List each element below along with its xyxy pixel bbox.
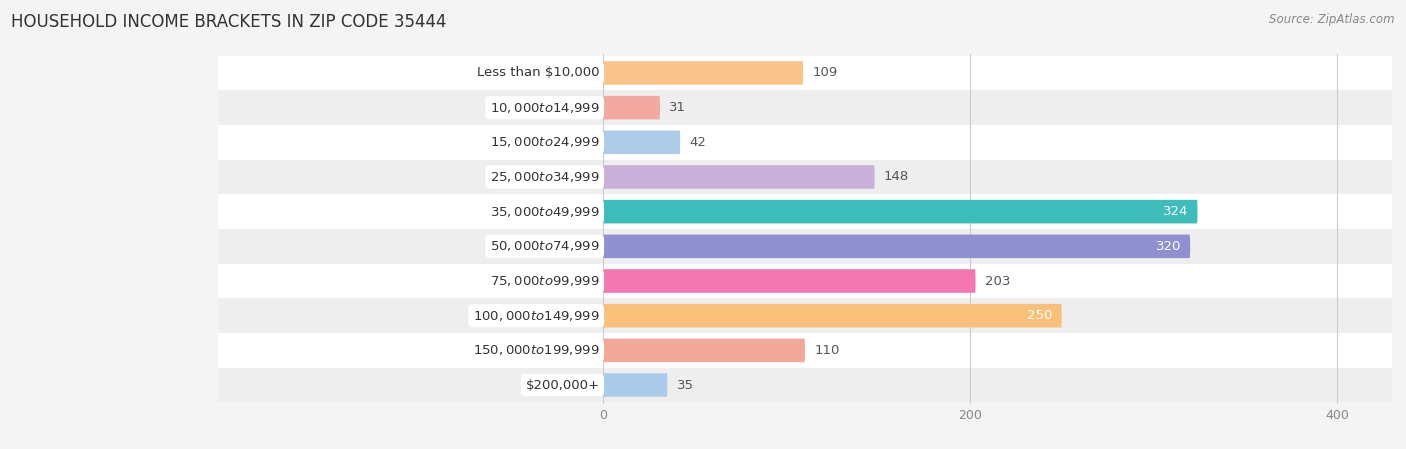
Text: Source: ZipAtlas.com: Source: ZipAtlas.com: [1270, 13, 1395, 26]
Text: $50,000 to $74,999: $50,000 to $74,999: [489, 239, 599, 253]
FancyBboxPatch shape: [603, 373, 668, 397]
Bar: [218, 333, 1392, 368]
Text: 31: 31: [669, 101, 686, 114]
FancyBboxPatch shape: [603, 96, 659, 119]
Bar: [218, 125, 1392, 160]
FancyBboxPatch shape: [603, 269, 976, 293]
Text: 42: 42: [689, 136, 706, 149]
Bar: [218, 90, 1392, 125]
Bar: [218, 160, 1392, 194]
Text: $10,000 to $14,999: $10,000 to $14,999: [489, 101, 599, 114]
Bar: [218, 368, 1392, 402]
Bar: [218, 298, 1392, 333]
Text: 324: 324: [1163, 205, 1188, 218]
FancyBboxPatch shape: [603, 61, 803, 85]
Text: $35,000 to $49,999: $35,000 to $49,999: [489, 205, 599, 219]
Text: $75,000 to $99,999: $75,000 to $99,999: [489, 274, 599, 288]
Text: 250: 250: [1028, 309, 1053, 322]
Text: 35: 35: [676, 379, 693, 392]
Bar: [218, 229, 1392, 264]
FancyBboxPatch shape: [603, 165, 875, 189]
Text: $15,000 to $24,999: $15,000 to $24,999: [489, 135, 599, 150]
Text: 110: 110: [814, 344, 839, 357]
Bar: [218, 56, 1392, 90]
FancyBboxPatch shape: [603, 304, 1062, 327]
FancyBboxPatch shape: [603, 339, 804, 362]
Text: HOUSEHOLD INCOME BRACKETS IN ZIP CODE 35444: HOUSEHOLD INCOME BRACKETS IN ZIP CODE 35…: [11, 13, 447, 31]
Text: 203: 203: [984, 274, 1010, 287]
Text: $150,000 to $199,999: $150,000 to $199,999: [472, 343, 599, 357]
Text: Less than $10,000: Less than $10,000: [477, 66, 599, 79]
FancyBboxPatch shape: [603, 131, 681, 154]
Text: 320: 320: [1156, 240, 1181, 253]
Bar: [218, 194, 1392, 229]
Text: 109: 109: [813, 66, 838, 79]
Text: $100,000 to $149,999: $100,000 to $149,999: [472, 308, 599, 323]
FancyBboxPatch shape: [603, 200, 1198, 224]
Bar: [218, 264, 1392, 298]
Text: 148: 148: [884, 171, 910, 184]
FancyBboxPatch shape: [603, 234, 1189, 258]
Text: $200,000+: $200,000+: [526, 379, 599, 392]
Text: $25,000 to $34,999: $25,000 to $34,999: [489, 170, 599, 184]
